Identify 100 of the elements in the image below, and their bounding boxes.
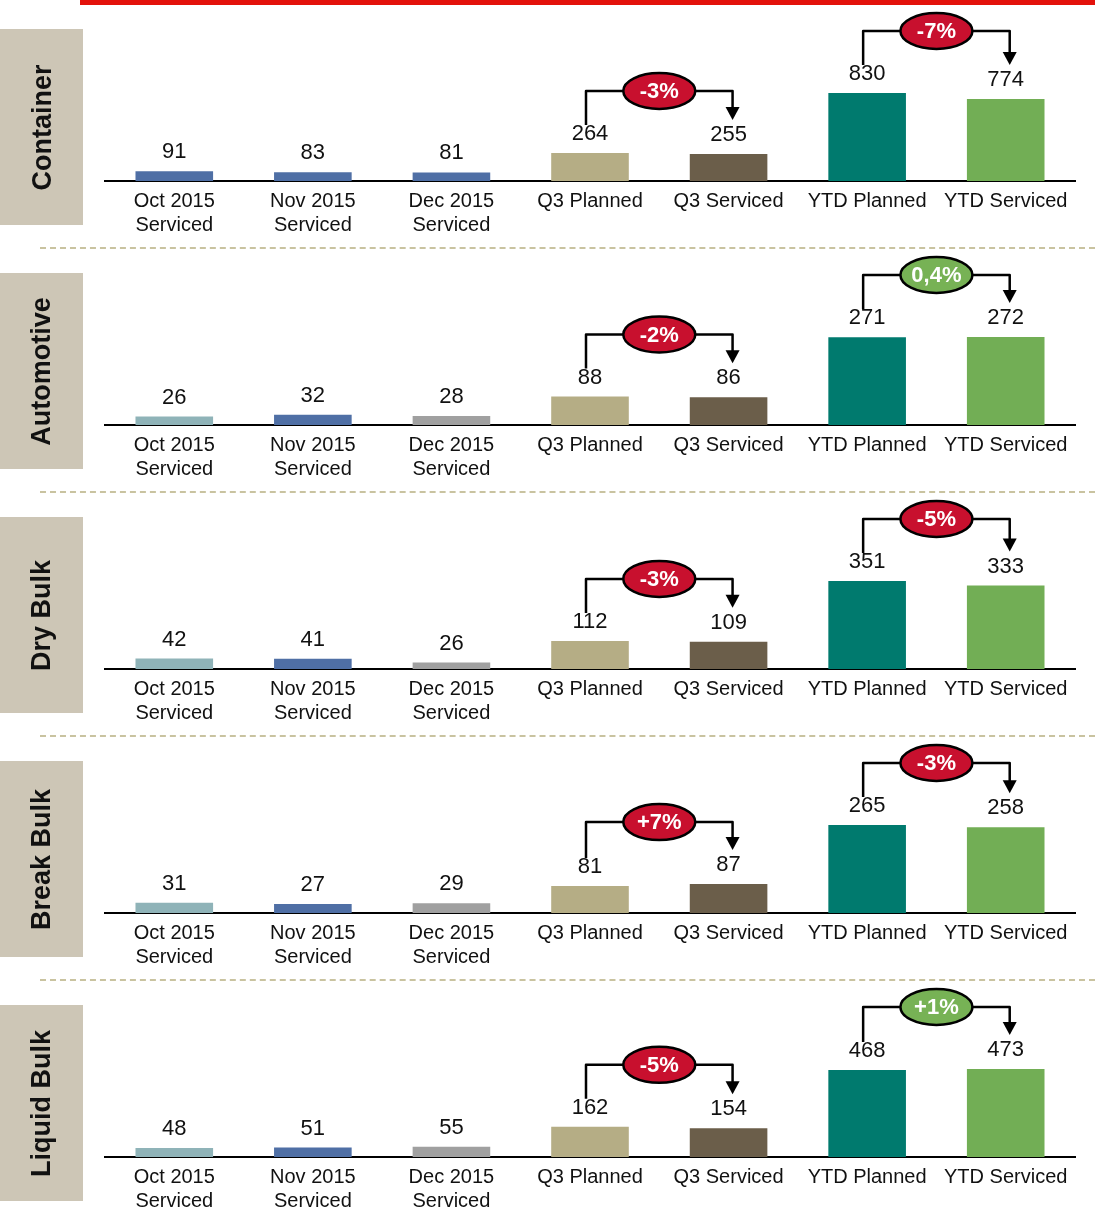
bar [412, 415, 491, 425]
data-label: 48 [162, 1115, 187, 1141]
bar [966, 98, 1045, 181]
x-tick-label: YTD Planned [807, 432, 927, 455]
text: -3% [916, 750, 956, 776]
x-tick-label: YTD Planned [807, 1164, 927, 1187]
data-label: 264 [571, 120, 609, 146]
text: +1% [914, 994, 959, 1020]
bar [828, 825, 906, 913]
data-label: 51 [300, 1114, 326, 1140]
x-tick-label: Q3 Planned [537, 432, 643, 455]
data-label: 162 [571, 1093, 609, 1119]
bar [828, 1069, 906, 1157]
text: Liquid Bulk [26, 1029, 57, 1177]
bar [412, 662, 491, 669]
bar [551, 1126, 629, 1157]
x-tick-label: YTD Planned [807, 676, 927, 699]
x-tick-label: Nov 2015 Serviced [270, 676, 356, 723]
x-tick-label: Oct 2015 Serviced [133, 920, 215, 967]
bar [135, 171, 214, 181]
bar [828, 337, 906, 425]
x-tick-label: Oct 2015 Serviced [133, 676, 215, 723]
x-tick-label: Nov 2015 Serviced [270, 188, 356, 235]
bar [135, 658, 214, 669]
bar [274, 1147, 352, 1157]
text: Container [26, 63, 57, 191]
bar [966, 585, 1045, 669]
data-label: 112 [572, 607, 608, 633]
data-label: 28 [439, 383, 464, 408]
text: Dry Bulk [26, 559, 57, 671]
bar [551, 153, 629, 181]
text: -5% [916, 506, 956, 532]
annotation: +7% [636, 809, 682, 835]
x-tick-label: Q3 Planned [537, 920, 643, 943]
x-tick-label: YTD Serviced [944, 188, 1068, 211]
bar [966, 1069, 1045, 1157]
bar [274, 904, 352, 913]
bar [966, 827, 1045, 913]
bar [274, 172, 352, 181]
data-label: 154 [710, 1095, 747, 1121]
data-label: 29 [439, 870, 464, 896]
annotation: -3% [639, 565, 679, 591]
bar [828, 581, 906, 669]
bar [274, 414, 352, 425]
x-tick-label: Nov 2015 Serviced [270, 1164, 356, 1211]
x-tick-label: YTD Planned [807, 920, 927, 943]
data-label: 255 [710, 121, 747, 147]
x-tick-label: Oct 2015 Serviced [133, 188, 215, 235]
bar [412, 172, 491, 181]
bar [966, 337, 1045, 425]
data-label: 42 [162, 625, 187, 651]
data-label: 31 [162, 869, 187, 895]
x-tick-label: Q3 Serviced [673, 1164, 784, 1187]
data-label: 26 [162, 383, 187, 409]
bar [689, 1128, 768, 1157]
data-label: 27 [300, 871, 326, 897]
data-label: 81 [577, 853, 603, 879]
x-tick-label: Q3 Serviced [673, 920, 784, 943]
data-label: 55 [439, 1113, 464, 1139]
data-label: 109 [710, 608, 747, 634]
data-label: 468 [848, 1036, 886, 1062]
x-tick-label: Q3 Planned [537, 676, 643, 699]
data-label: 351 [848, 548, 886, 574]
x-tick-label: YTD Serviced [944, 676, 1068, 699]
data-label: 86 [716, 364, 741, 390]
data-label: 87 [716, 851, 741, 877]
annotation: -5% [639, 1051, 679, 1077]
data-label: 258 [987, 794, 1025, 820]
data-label: 26 [439, 629, 464, 655]
x-tick-label: Q3 Planned [537, 188, 643, 211]
x-tick-label: Dec 2015 Serviced [408, 1164, 495, 1211]
data-label: 473 [987, 1036, 1025, 1062]
bar [551, 396, 629, 425]
bar [689, 884, 768, 913]
annotation: -3% [639, 78, 679, 104]
x-tick-label: Nov 2015 Serviced [270, 432, 356, 479]
bar [135, 902, 214, 913]
x-tick-label: YTD Serviced [944, 920, 1068, 943]
x-tick-label: Nov 2015 Serviced [270, 920, 356, 967]
data-label: 830 [848, 60, 886, 86]
x-tick-label: Dec 2015 Serviced [408, 432, 495, 479]
bar [135, 1148, 214, 1157]
data-label: 81 [439, 139, 464, 165]
data-label: 88 [577, 363, 603, 389]
data-label: 83 [300, 139, 326, 165]
text: -7% [916, 18, 956, 44]
data-label: 774 [987, 66, 1025, 91]
bar [551, 640, 629, 669]
text: Automotive [26, 296, 57, 446]
bar [274, 658, 352, 669]
x-tick-label: Dec 2015 Serviced [408, 920, 495, 967]
bar [689, 397, 768, 425]
bar [412, 1146, 491, 1157]
data-label: 41 [300, 625, 326, 651]
x-tick-label: Q3 Serviced [673, 432, 784, 455]
bar [551, 886, 629, 913]
bar [828, 93, 906, 181]
data-label: 333 [987, 552, 1025, 578]
x-tick-label: Q3 Serviced [673, 188, 784, 211]
x-tick-label: Oct 2015 Serviced [133, 1164, 215, 1211]
